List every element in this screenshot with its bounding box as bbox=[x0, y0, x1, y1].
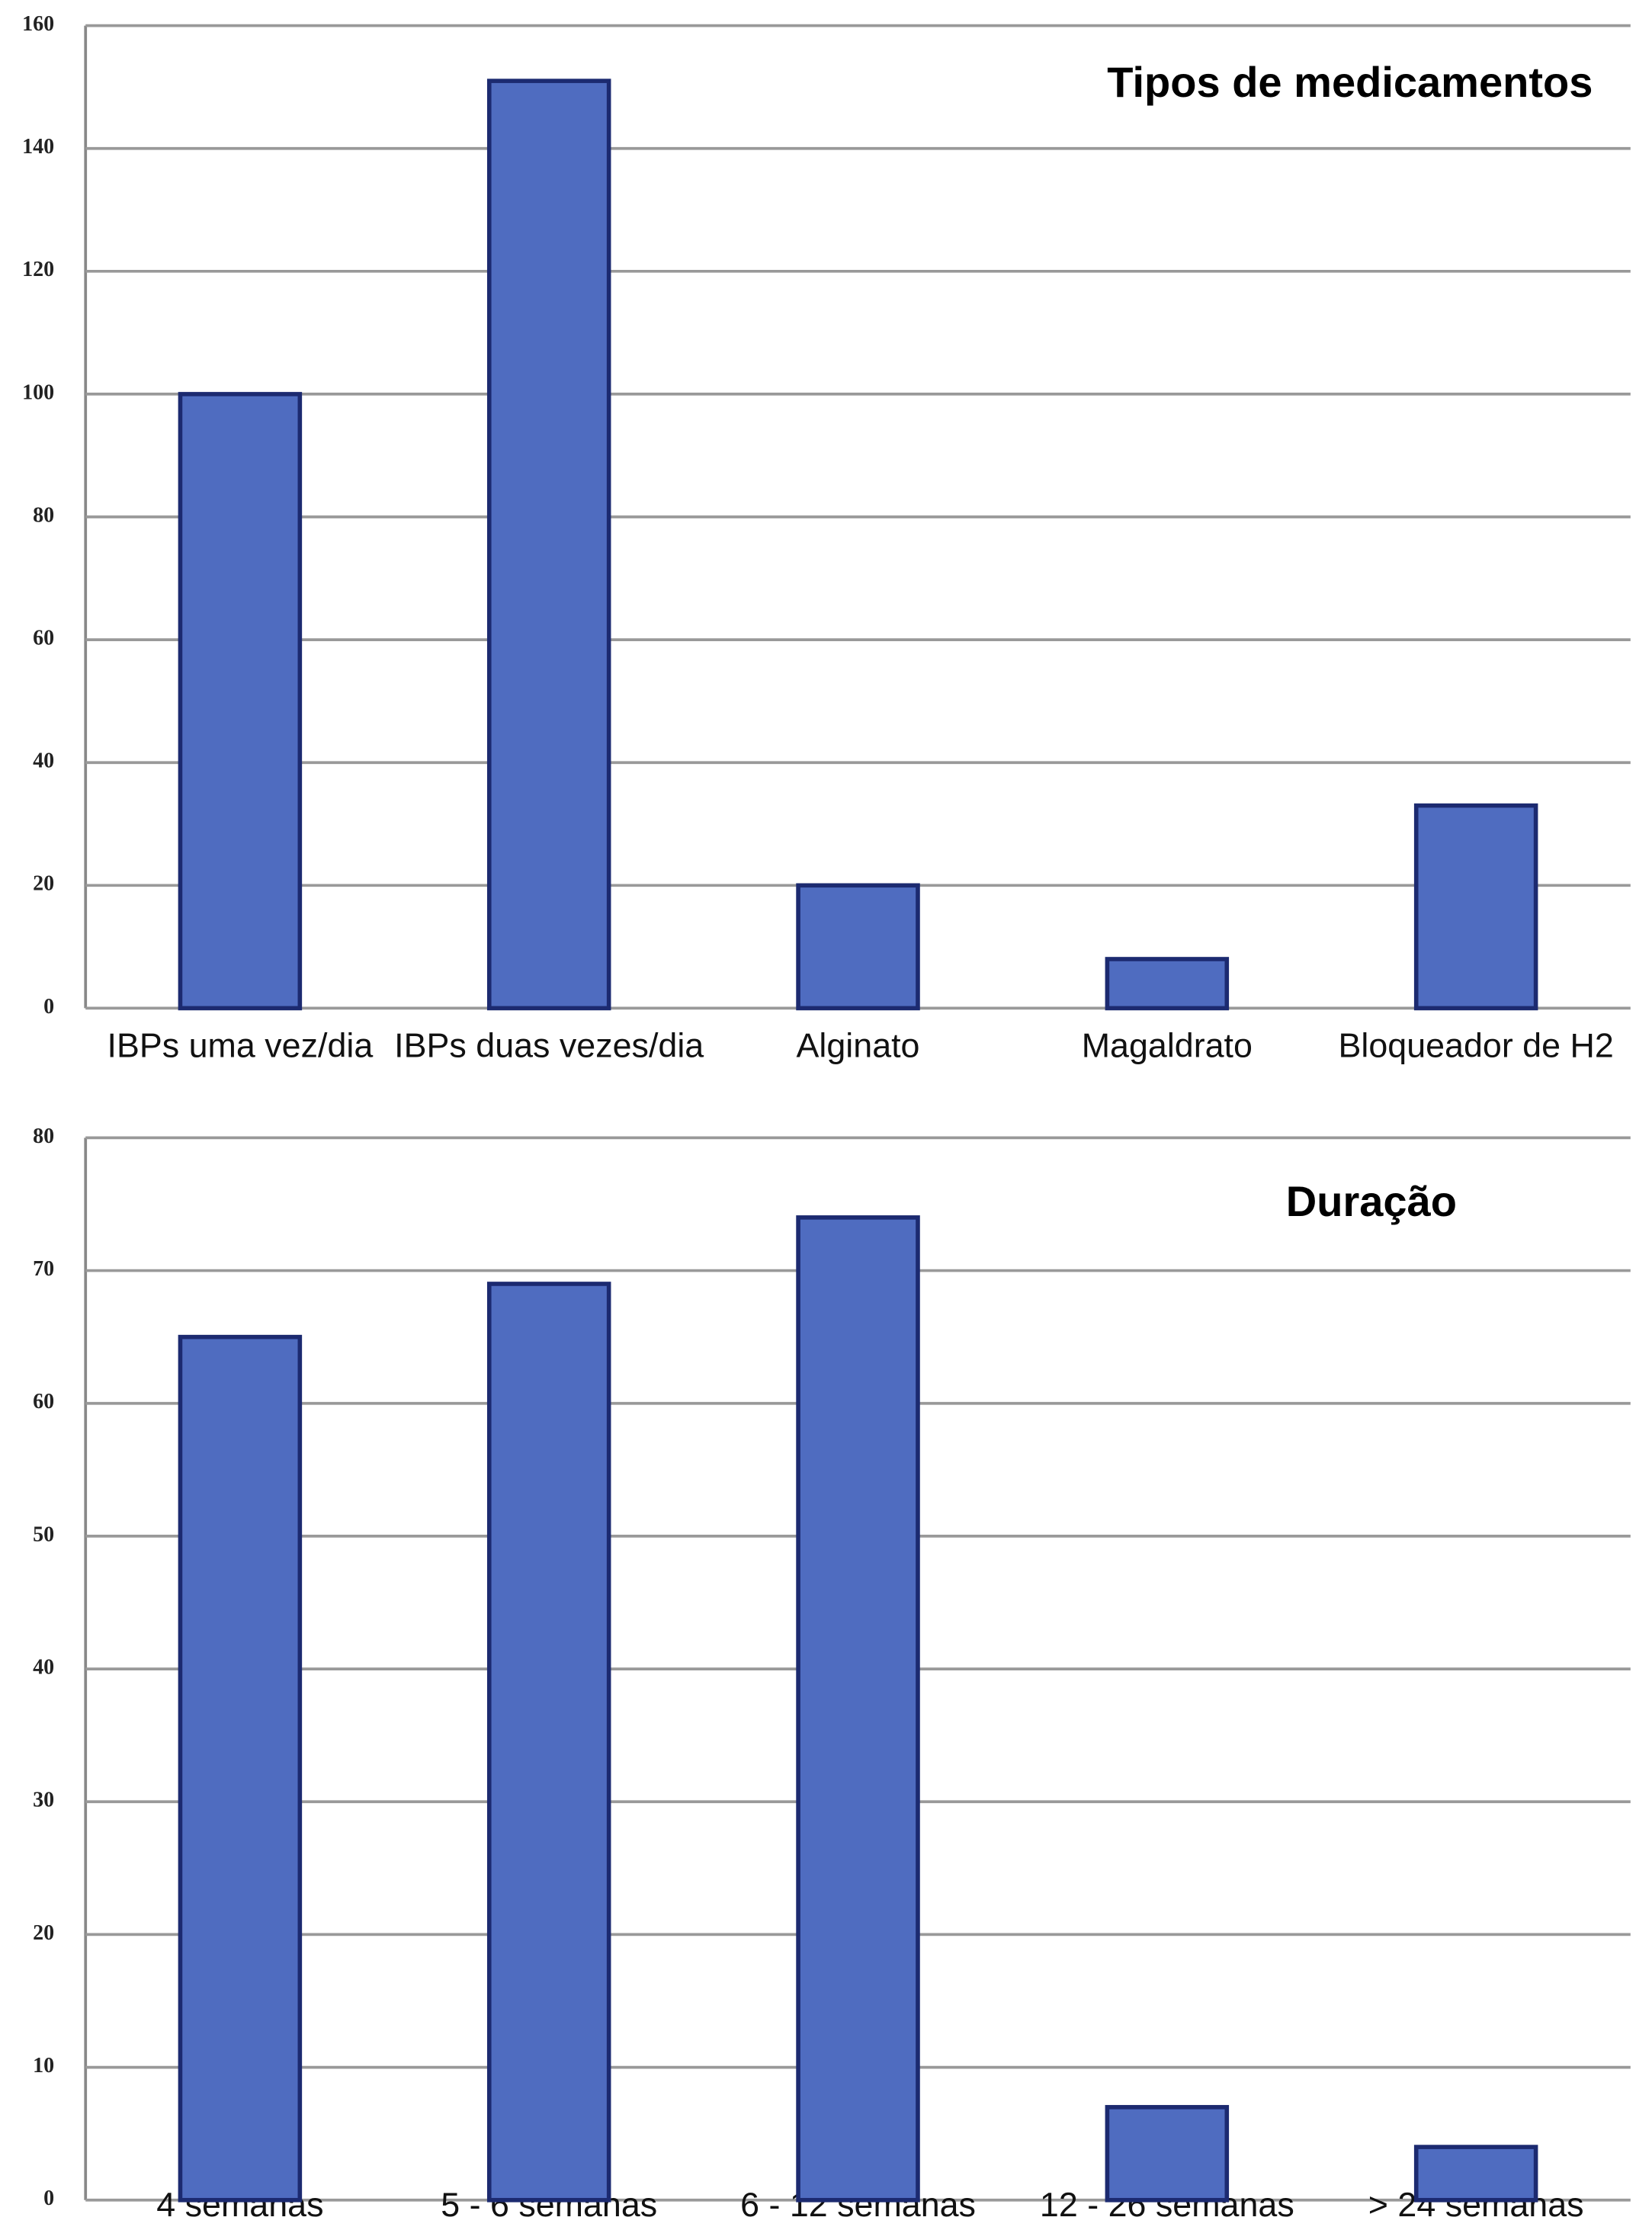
x-tick-label: Bloqueador de H2 bbox=[1339, 1027, 1614, 1065]
y-tick-label: 0 bbox=[43, 995, 54, 1019]
y-tick-label: 140 bbox=[22, 135, 54, 159]
bar bbox=[1413, 2145, 1538, 2203]
y-tick-label: 70 bbox=[33, 1257, 54, 1281]
y-tick-label: 120 bbox=[22, 258, 54, 281]
bar bbox=[486, 1282, 611, 2203]
y-tick-label: 80 bbox=[33, 1125, 54, 1148]
bar bbox=[178, 1334, 303, 2203]
bar bbox=[1105, 2105, 1230, 2203]
bar bbox=[796, 1215, 920, 2203]
y-tick-label: 10 bbox=[33, 2054, 54, 2078]
y-tick-label: 60 bbox=[33, 1390, 54, 1413]
bar bbox=[486, 79, 611, 1011]
y-tick-label: 0 bbox=[43, 2187, 54, 2210]
y-tick-label: 50 bbox=[33, 1522, 54, 1546]
y-tick-label: 100 bbox=[22, 380, 54, 404]
bar bbox=[796, 883, 920, 1011]
y-tick-label: 160 bbox=[22, 12, 54, 36]
x-tick-label: Alginato bbox=[797, 1027, 920, 1065]
x-tick-label: Magaldrato bbox=[1082, 1027, 1253, 1065]
y-tick-label: 40 bbox=[33, 749, 54, 773]
y-tick-label: 30 bbox=[33, 1789, 54, 1812]
chart-title: Tipos de medicamentos bbox=[1107, 58, 1593, 106]
y-tick-label: 80 bbox=[33, 503, 54, 527]
y-tick-label: 20 bbox=[33, 1921, 54, 1945]
bar bbox=[178, 392, 303, 1011]
y-tick-label: 60 bbox=[33, 627, 54, 650]
bar bbox=[1105, 957, 1230, 1011]
y-tick-label: 40 bbox=[33, 1656, 54, 1680]
bar bbox=[1413, 803, 1538, 1011]
chart-title: Duração bbox=[1286, 1177, 1457, 1225]
y-tick-label: 20 bbox=[33, 872, 54, 896]
x-tick-label: IBPs uma vez/dia bbox=[107, 1027, 374, 1065]
x-tick-label: IBPs duas vezes/dia bbox=[394, 1027, 704, 1065]
